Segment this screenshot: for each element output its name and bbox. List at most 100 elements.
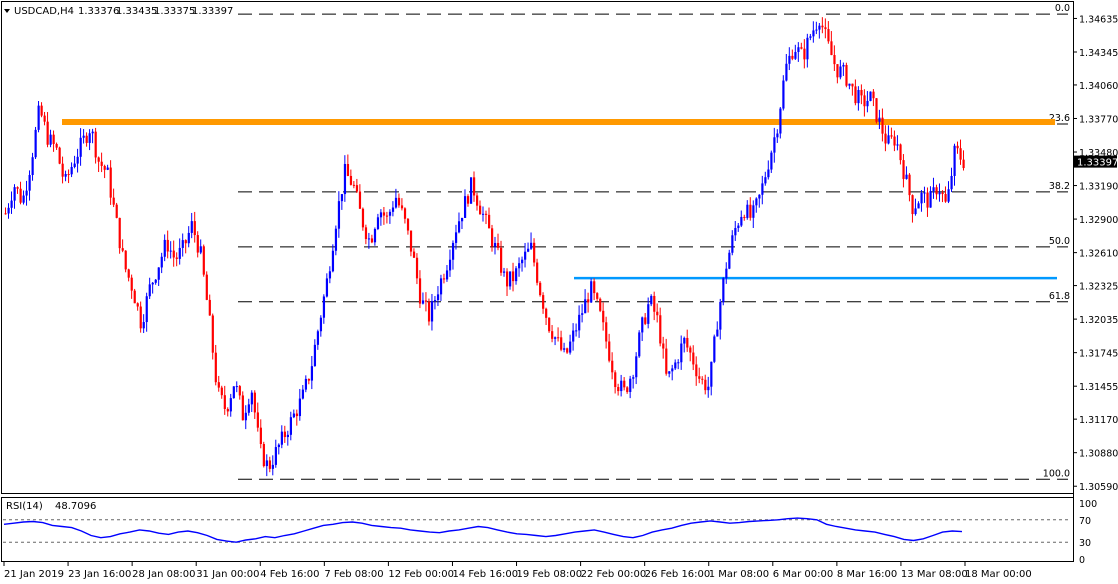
candle-body: [37, 105, 40, 130]
candle-body: [710, 361, 713, 387]
candle-body: [61, 163, 64, 177]
price-tick-label: 1.33770: [1079, 114, 1118, 125]
candle-body: [223, 395, 226, 409]
candle-body: [593, 281, 596, 294]
candle-body: [599, 298, 602, 311]
candle-body: [214, 352, 217, 383]
candle-body: [358, 191, 362, 209]
candle-body: [614, 372, 617, 388]
candle-body: [713, 336, 716, 362]
candle-body: [190, 221, 193, 233]
candle-body: [500, 247, 503, 273]
candle-body: [328, 271, 332, 279]
candle-body: [938, 192, 941, 195]
price-tick-label: 1.34345: [1079, 48, 1118, 59]
candle-body: [16, 187, 19, 189]
candle-body: [142, 322, 145, 329]
price-tick-label: 1.32900: [1079, 215, 1118, 226]
candle-body: [857, 89, 860, 104]
candle-body: [34, 129, 37, 158]
candle-body: [836, 64, 839, 78]
candle-body: [551, 331, 554, 339]
candle-body: [866, 100, 869, 107]
candle-body: [403, 208, 407, 219]
candle-body: [31, 157, 34, 176]
candle-body: [608, 341, 611, 361]
candle-body: [530, 242, 533, 249]
candle-body: [494, 242, 497, 247]
candle-body: [575, 330, 578, 332]
candle-body: [115, 204, 118, 218]
price-tick-label: 1.30590: [1079, 482, 1118, 493]
candle-body: [524, 251, 527, 260]
candle-body: [286, 434, 289, 438]
candle-body: [791, 55, 794, 59]
candle-body: [247, 404, 250, 413]
candle-body: [920, 192, 923, 204]
candle-body: [10, 200, 13, 208]
candle-body: [151, 282, 154, 285]
candle-body: [154, 279, 157, 283]
candle-body: [542, 295, 545, 309]
candle-body: [485, 213, 488, 215]
candle-body: [815, 29, 818, 31]
time-axis-ticks: 21 Jan 2019 23 Jan 16:00 28 Jan 08:00 31 Ja…: [3, 562, 1032, 580]
candle-body: [563, 348, 566, 350]
candle-body: [121, 248, 124, 251]
candle-body: [139, 306, 142, 329]
candle-body: [436, 294, 440, 301]
candle-body: [229, 398, 232, 412]
candle-body: [587, 299, 590, 303]
candle-body: [25, 190, 28, 196]
candle-body: [761, 183, 764, 195]
candle-body: [475, 195, 479, 206]
candle-body: [794, 51, 797, 59]
candle-body: [226, 408, 229, 412]
candle-body: [103, 165, 106, 170]
candle-body: [890, 135, 893, 137]
candle-body: [548, 317, 551, 332]
candle-body: [566, 348, 569, 353]
time-tick-label: 22 Feb 00:00: [581, 569, 647, 580]
time-tick-label: 7 Feb 08:00: [324, 569, 383, 580]
candle-body: [178, 247, 181, 259]
candle-body: [926, 192, 929, 208]
candle-body: [373, 229, 377, 243]
candle-body: [313, 344, 317, 367]
candle-body: [463, 196, 467, 218]
candle-body: [662, 343, 665, 349]
candle-body: [28, 175, 31, 191]
candle-body: [127, 269, 130, 278]
candle-body: [301, 389, 305, 399]
candle-body: [716, 329, 719, 337]
candle-body: [947, 189, 950, 202]
candle-body: [872, 91, 875, 99]
candle-body: [851, 83, 854, 87]
candle-body: [379, 212, 383, 218]
horizontal-lines: [62, 118, 1057, 280]
candle-body: [385, 215, 389, 217]
collapse-triangle-icon[interactable]: [4, 9, 10, 13]
candle-body: [863, 95, 866, 107]
candle-body: [854, 86, 857, 104]
candle-body: [310, 366, 314, 381]
candle-body: [133, 290, 136, 304]
candle-body: [878, 117, 881, 122]
candle-body: [617, 387, 620, 392]
candle-body: [935, 187, 938, 195]
candle-body: [157, 267, 160, 280]
candle-body: [97, 157, 100, 162]
candle-body: [536, 262, 539, 283]
candle-body: [211, 315, 214, 353]
price-tick-label: 1.34635: [1079, 14, 1118, 25]
price-tick-label: 1.30880: [1079, 449, 1118, 460]
candle-body: [683, 337, 686, 344]
price-panel-frame: [1, 1, 1074, 494]
candle-body: [421, 300, 425, 304]
time-tick-label: 1 Mar 08:00: [709, 569, 769, 580]
candle-body: [656, 311, 659, 316]
candle-body: [343, 164, 347, 195]
candle-body: [860, 89, 863, 96]
candle-body: [7, 207, 10, 214]
